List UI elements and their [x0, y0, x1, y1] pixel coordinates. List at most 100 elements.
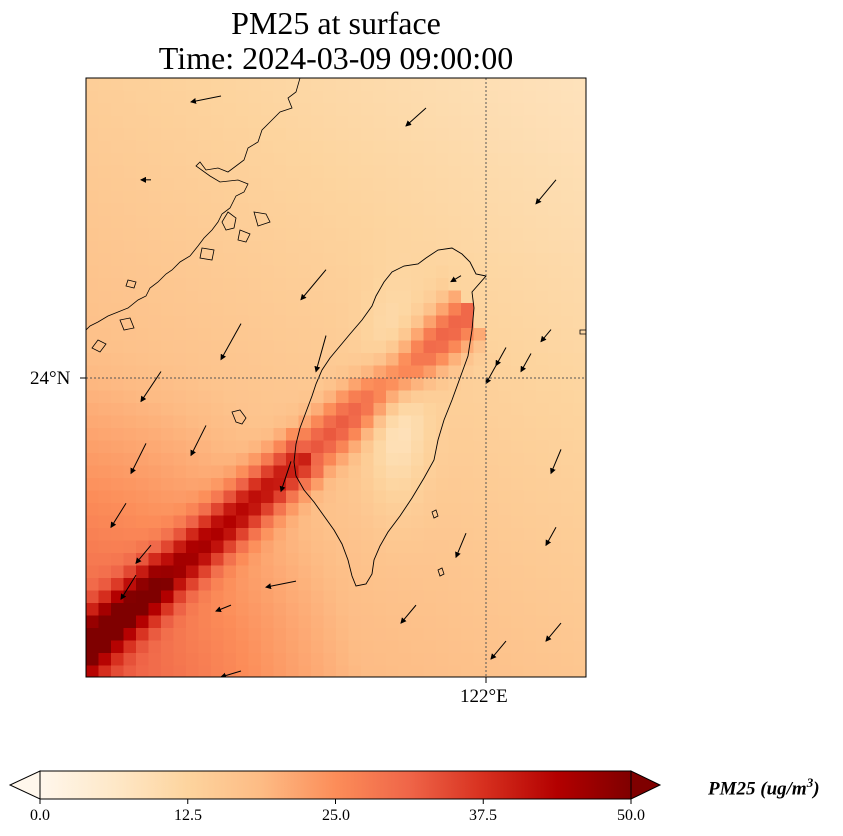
pm25-cell: [498, 553, 512, 567]
pm25-cell: [161, 178, 175, 192]
pm25-cell: [361, 578, 375, 592]
pm25-cell: [523, 140, 537, 154]
pm25-cell: [86, 203, 100, 217]
pm25-cell: [348, 328, 362, 342]
pm25-cell: [136, 315, 150, 329]
pm25-cell: [161, 490, 175, 504]
pm25-cell: [98, 340, 112, 354]
pm25-cell: [336, 165, 350, 179]
pm25-cell: [423, 590, 437, 604]
pm25-cell: [373, 640, 387, 654]
pm25-cell: [298, 203, 312, 217]
pm25-cell: [373, 103, 387, 117]
colorbar: [8, 770, 662, 804]
pm25-cell: [386, 403, 400, 417]
pm25-cell: [98, 190, 112, 204]
pm25-cell: [398, 140, 412, 154]
pm25-cell: [248, 328, 262, 342]
pm25-cell: [523, 153, 537, 167]
pm25-cell: [498, 265, 512, 279]
pm25-cell: [111, 490, 125, 504]
pm25-cell: [436, 290, 450, 304]
pm25-cell: [198, 228, 212, 242]
pm25-cell: [236, 640, 250, 654]
pm25-cell: [523, 265, 537, 279]
pm25-cell: [448, 265, 462, 279]
pm25-cell: [373, 115, 387, 129]
pm25-cell: [561, 515, 575, 529]
pm25-cell: [573, 403, 586, 417]
pm25-cell: [423, 203, 437, 217]
pm25-cell: [223, 103, 237, 117]
pm25-cell: [311, 415, 325, 429]
pm25-cell: [111, 403, 125, 417]
pm25-cell: [536, 565, 550, 579]
pm25-cell: [573, 253, 586, 267]
pm25-cell: [498, 128, 512, 142]
pm25-cell: [123, 528, 137, 542]
pm25-cell: [511, 640, 525, 654]
pm25-cell: [548, 253, 562, 267]
pm25-cell: [386, 615, 400, 629]
pm25-cell: [198, 540, 212, 554]
pm25-cell: [448, 78, 462, 92]
pm25-cell: [361, 390, 375, 404]
pm25-cell: [423, 465, 437, 479]
pm25-cell: [223, 528, 237, 542]
pm25-cell: [86, 253, 100, 267]
pm25-cell: [148, 253, 162, 267]
pm25-cell: [398, 578, 412, 592]
pm25-cell: [336, 178, 350, 192]
pm25-cell: [411, 565, 425, 579]
pm25-cell: [86, 115, 100, 129]
pm25-cell: [161, 190, 175, 204]
pm25-cell: [186, 578, 200, 592]
pm25-cell: [423, 303, 437, 317]
pm25-cell: [348, 640, 362, 654]
pm25-cell: [473, 340, 487, 354]
pm25-cell: [311, 278, 325, 292]
pm25-cell: [148, 240, 162, 254]
pm25-cell: [498, 540, 512, 554]
pm25-cell: [273, 353, 287, 367]
pm25-cell: [323, 453, 337, 467]
pm25-cell: [336, 228, 350, 242]
pm25-cell: [298, 628, 312, 642]
pm25-cell: [386, 378, 400, 392]
pm25-cell: [273, 315, 287, 329]
pm25-cell: [436, 665, 450, 677]
pm25-cell: [98, 440, 112, 454]
pm25-cell: [111, 253, 125, 267]
pm25-cell: [473, 240, 487, 254]
pm25-cell: [561, 565, 575, 579]
pm25-cell: [186, 390, 200, 404]
pm25-cell: [473, 190, 487, 204]
pm25-cell: [161, 203, 175, 217]
pm25-cell: [248, 490, 262, 504]
pm25-cell: [123, 340, 137, 354]
pm25-cell: [448, 128, 462, 142]
pm25-cell: [236, 490, 250, 504]
pm25-cell: [86, 190, 100, 204]
pm25-cell: [573, 528, 586, 542]
pm25-cell: [198, 603, 212, 617]
pm25-cell: [198, 440, 212, 454]
pm25-cell: [323, 115, 337, 129]
colorbar-extend-min: [8, 770, 41, 800]
pm25-cell: [148, 265, 162, 279]
pm25-cell: [461, 190, 475, 204]
pm25-cell: [236, 190, 250, 204]
pm25-cell: [536, 465, 550, 479]
pm25-cell: [223, 178, 237, 192]
pm25-cell: [373, 240, 387, 254]
wind-arrow: [120, 574, 137, 600]
pm25-cell: [436, 453, 450, 467]
pm25-cell: [486, 78, 500, 92]
pm25-cell: [536, 653, 550, 667]
pm25-cell: [123, 253, 137, 267]
pm25-cell: [198, 353, 212, 367]
pm25-cell: [261, 340, 275, 354]
pm25-cell: [498, 665, 512, 677]
pm25-cell: [223, 540, 237, 554]
pm25-cell: [111, 278, 125, 292]
